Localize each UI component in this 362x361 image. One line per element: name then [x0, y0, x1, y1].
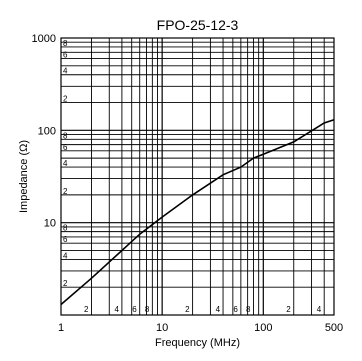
y-axis-label: Impedance (Ω) [18, 140, 30, 213]
x-minor-tick-label: 6 [233, 305, 238, 314]
y-minor-tick-label: 8 [63, 224, 68, 233]
y-minor-tick-label: 2 [63, 95, 68, 104]
x-minor-tick-label: 6 [132, 305, 137, 314]
x-major-tick-label: 1 [58, 322, 64, 334]
y-major-tick-label: 100 [38, 125, 56, 137]
x-minor-tick-label: 2 [185, 305, 190, 314]
x-axis-label: Frequency (MHz) [155, 337, 240, 349]
y-minor-tick-label: 8 [63, 131, 68, 140]
y-minor-tick-label: 8 [63, 39, 68, 48]
major-tick-labels: 1 10 100 500 10 100 1000 [32, 33, 344, 334]
x-minor-tick-label: 2 [84, 305, 89, 314]
x-minor-tick-label: 8 [145, 305, 150, 314]
y-minor-tick-label: 6 [63, 143, 68, 152]
y-major-tick-label: 10 [44, 218, 56, 230]
y-minor-tick-label: 2 [63, 187, 68, 196]
y-minor-tick-label: 4 [63, 67, 68, 76]
x-minor-tick-label: 2 [286, 305, 291, 314]
y-minor-tick-label: 6 [63, 235, 68, 244]
x-major-tick-label: 500 [325, 322, 343, 334]
x-minor-tick-label: 8 [246, 305, 251, 314]
plot-border [60, 37, 335, 316]
grid [61, 38, 334, 315]
y-minor-tick-label: 6 [63, 50, 68, 59]
y-minor-tick-label: 4 [63, 251, 68, 260]
y-minor-tick-label: 2 [63, 279, 68, 288]
x-minor-tick-label: 4 [216, 305, 221, 314]
y-minor-tick-label: 4 [63, 159, 68, 168]
x-major-tick-label: 10 [156, 322, 168, 334]
y-major-tick-label: 1000 [32, 33, 56, 45]
x-minor-tick-label: 4 [317, 305, 322, 314]
chart-title: FPO-25-12-3 [157, 17, 239, 33]
x-minor-tick-label: 4 [114, 305, 119, 314]
impedance-curve [60, 119, 335, 306]
x-major-tick-label: 100 [254, 322, 272, 334]
